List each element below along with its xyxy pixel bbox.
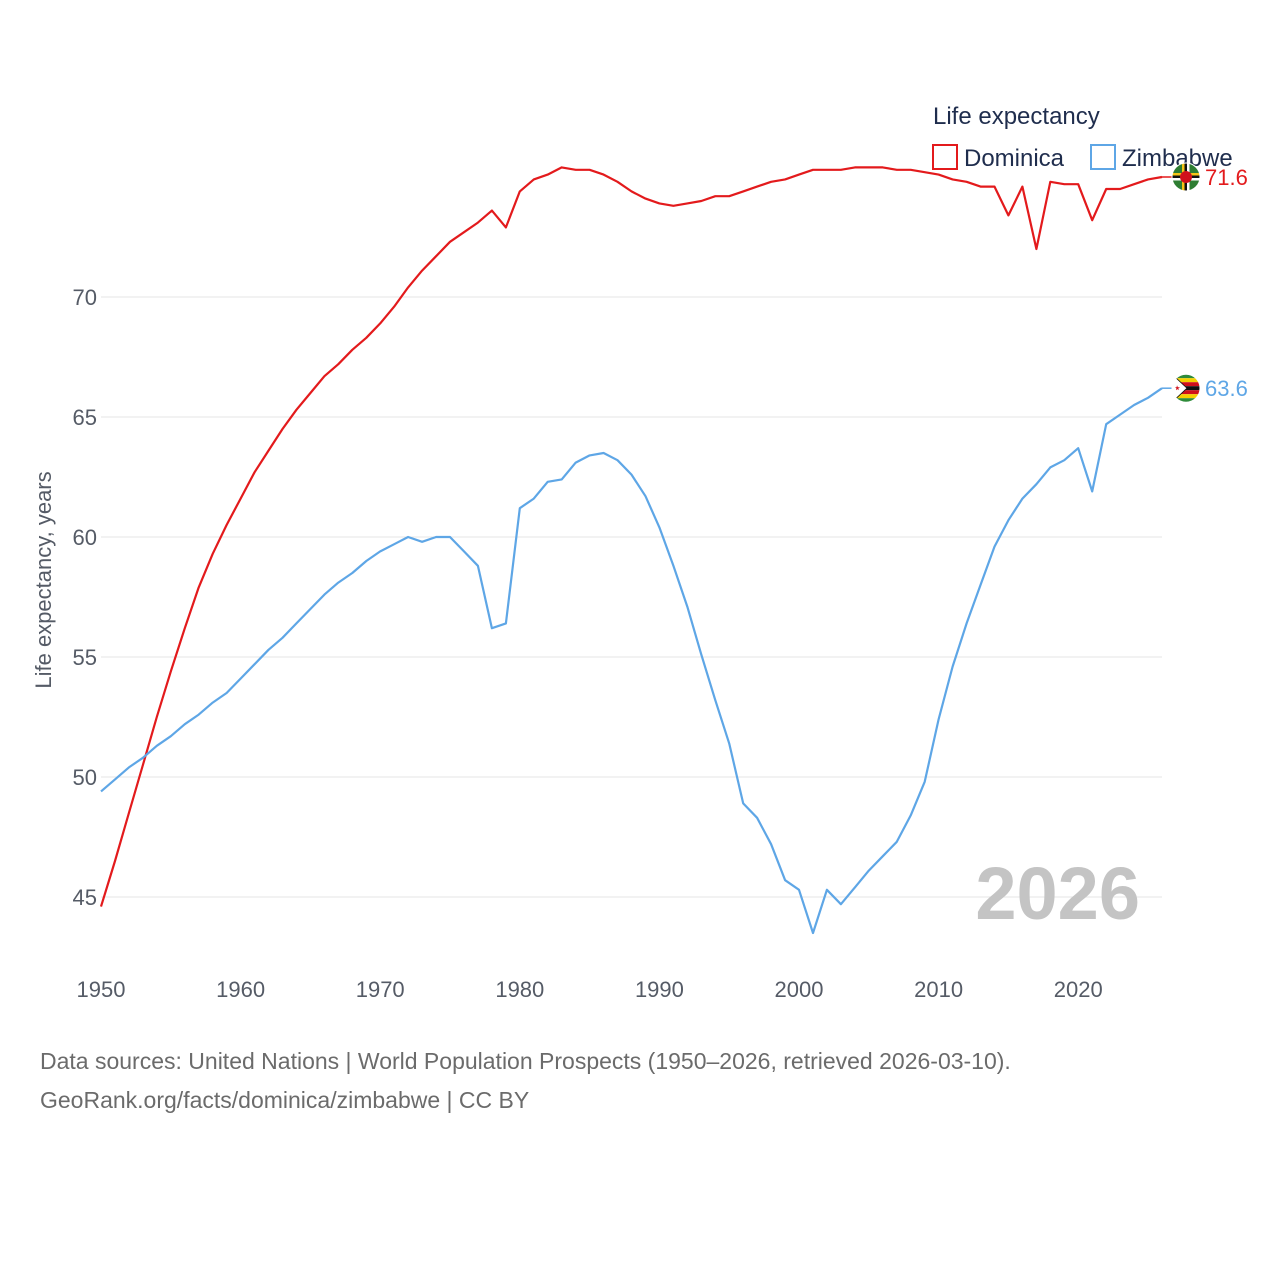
x-tick-1990: 1990 [635,977,684,1002]
x-tick-1980: 1980 [495,977,544,1002]
y-tick-65: 65 [73,405,97,430]
x-tick-2020: 2020 [1054,977,1103,1002]
x-tick-1950: 1950 [77,977,126,1002]
x-tick-1970: 1970 [356,977,405,1002]
year-label: 2026 [975,852,1140,935]
y-axis-title: Life expectancy, years [31,471,56,688]
series-line-zimbabwe [100,387,1163,935]
life-expectancy-chart: Life expectancy Dominica Zimbabwe 4550556… [31,103,1248,1002]
source-line-2: GeoRank.org/facts/dominica/zimbabwe | CC… [40,1087,530,1113]
legend-swatch-zimbabwe[interactable] [1090,144,1116,170]
y-tick-45: 45 [73,885,97,910]
zimbabwe-flag-icon [1171,373,1201,403]
x-tick-1960: 1960 [216,977,265,1002]
y-tick-60: 60 [73,525,97,550]
y-tick-50: 50 [73,765,97,790]
y-tick-70: 70 [73,285,97,310]
source-note: Data sources: United Nations | World Pop… [40,1042,1011,1120]
legend-label-dominica[interactable]: Dominica [964,145,1065,172]
source-line-1: Data sources: United Nations | World Pop… [40,1048,1011,1074]
x-tick-2010: 2010 [914,977,963,1002]
dominica-flag-icon [1171,162,1201,192]
series-line-dominica [99,166,1163,907]
legend-title: Life expectancy [933,103,1100,130]
x-tick-2000: 2000 [775,977,824,1002]
end-value-dominica: 71.6 [1205,165,1248,190]
y-tick-55: 55 [73,645,97,670]
end-value-zimbabwe: 63.6 [1205,376,1248,401]
legend-swatch-dominica[interactable] [932,144,958,170]
